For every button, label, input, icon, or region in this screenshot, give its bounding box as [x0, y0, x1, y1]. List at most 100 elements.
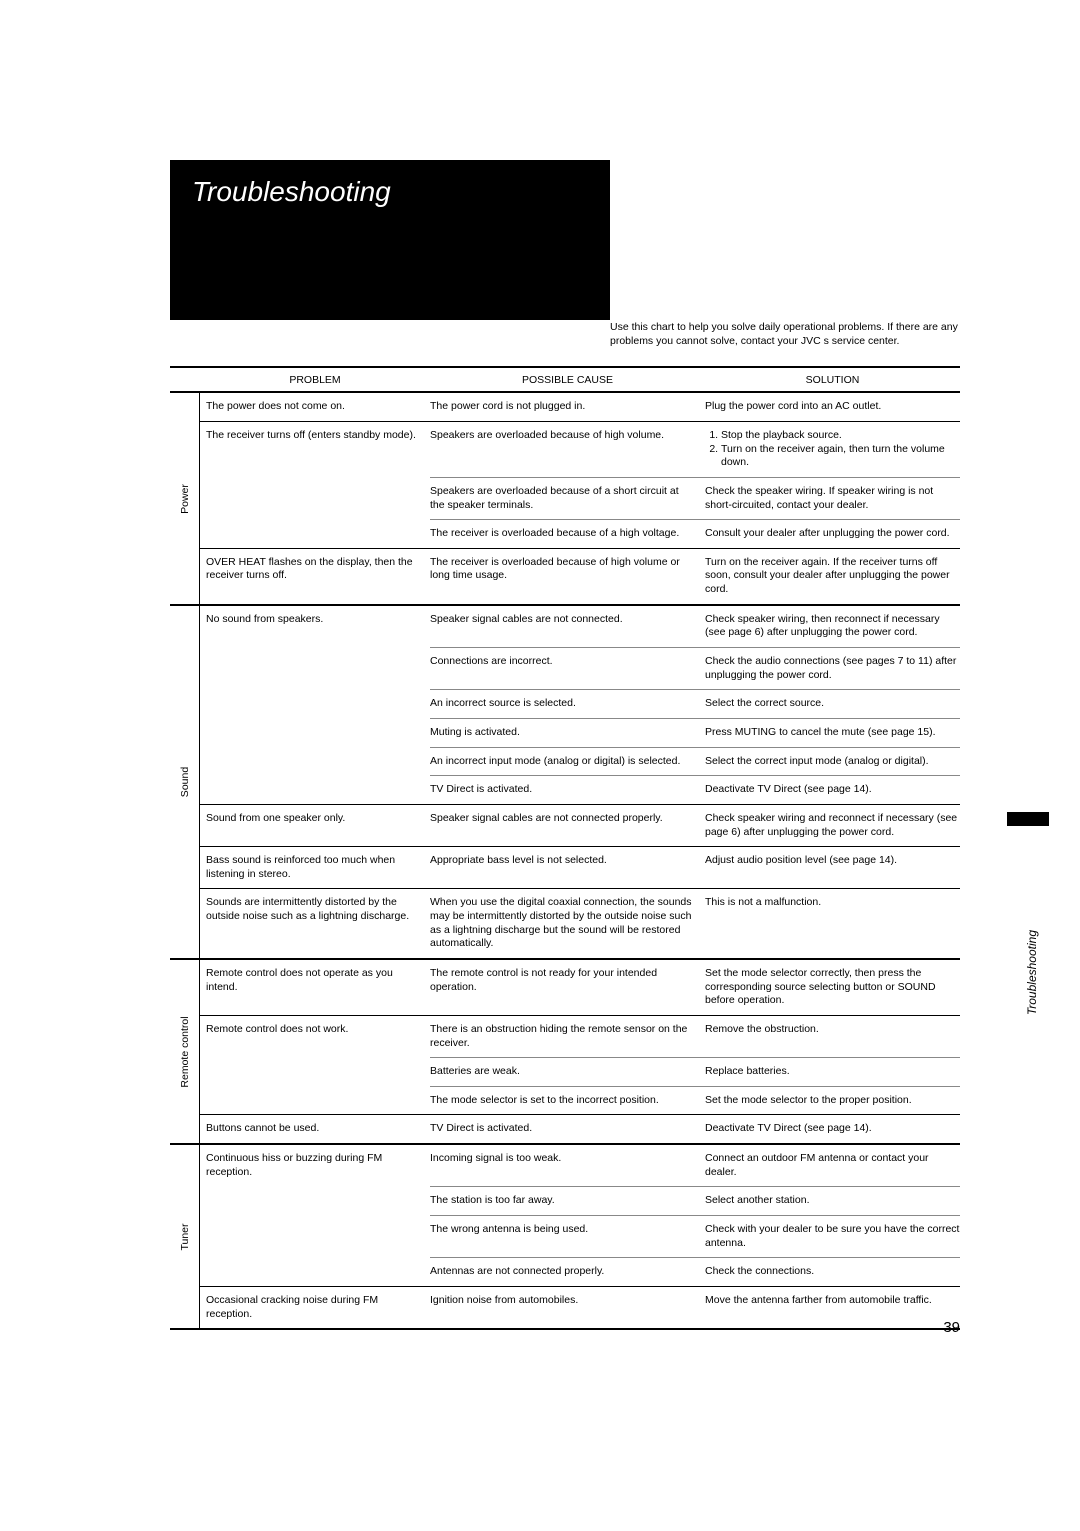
solution-cell: Adjust audio position level (see page 14… — [705, 847, 960, 875]
section-label: Power — [170, 393, 200, 603]
side-tab-marker — [1007, 812, 1049, 826]
cause-cell: Connections are incorrect. — [430, 648, 705, 689]
solution-cell: Set the mode selector correctly, then pr… — [705, 960, 960, 1015]
cause-row: The mode selector is set to the incorrec… — [430, 1087, 960, 1115]
cause-cell: The receiver is overloaded because of a … — [430, 520, 705, 548]
header-cause: POSSIBLE CAUSE — [430, 374, 705, 386]
solution-cell: Check speaker wiring and reconnect if ne… — [705, 805, 960, 846]
cause-row: Speakers are overloaded because of high … — [430, 422, 960, 478]
problem-cell: Remote control does not work. — [200, 1016, 430, 1115]
section-body: The power does not come on.The power cor… — [200, 393, 960, 603]
solution-cell: Select the correct source. — [705, 690, 960, 718]
solution-cell: Remove the obstruction. — [705, 1016, 960, 1057]
cause-cell: TV Direct is activated. — [430, 776, 705, 804]
solution-cell: Select the correct input mode (analog or… — [705, 748, 960, 776]
problem-cell: The power does not come on. — [200, 393, 430, 421]
cause-cell: Speakers are overloaded because of a sho… — [430, 478, 705, 519]
problem-cell: Remote control does not operate as you i… — [200, 960, 430, 1015]
cause-cell: The station is too far away. — [430, 1187, 705, 1215]
cause-cell: Ignition noise from automobiles. — [430, 1287, 705, 1315]
cause-cell: When you use the digital coaxial connect… — [430, 889, 705, 958]
table-section: Tuner Continuous hiss or buzzing during F… — [170, 1145, 960, 1328]
page-title: Troubleshooting — [192, 176, 391, 207]
cause-row: Appropriate bass level is not selected.A… — [430, 847, 960, 875]
table-row: Sound from one speaker only.Speaker sign… — [200, 805, 960, 847]
cause-row: TV Direct is activated.Deactivate TV Dir… — [430, 776, 960, 804]
table-row: OVER HEAT flashes on the display, then t… — [200, 549, 960, 604]
cause-row: The receiver is overloaded because of a … — [430, 520, 960, 548]
table-header-row: PROBLEM POSSIBLE CAUSE SOLUTION — [170, 368, 960, 393]
cause-cell: The power cord is not plugged in. — [430, 393, 705, 421]
page-number: 39 — [943, 1319, 960, 1336]
section-body: No sound from speakers.Speaker signal ca… — [200, 606, 960, 958]
causes-group: The remote control is not ready for your… — [430, 960, 960, 1015]
cause-cell: There is an obstruction hiding the remot… — [430, 1016, 705, 1057]
cause-row: Speaker signal cables are not connected … — [430, 805, 960, 846]
cause-row: Batteries are weak.Replace batteries. — [430, 1058, 960, 1087]
cause-row: There is an obstruction hiding the remot… — [430, 1016, 960, 1058]
cause-row: The wrong antenna is being used.Check wi… — [430, 1216, 960, 1258]
problem-cell: Continuous hiss or buzzing during FM rec… — [200, 1145, 430, 1286]
cause-cell: The remote control is not ready for your… — [430, 960, 705, 1015]
cause-cell: TV Direct is activated. — [430, 1115, 705, 1143]
solution-cell: Check the connections. — [705, 1258, 960, 1286]
cause-row: The station is too far away.Select anoth… — [430, 1187, 960, 1216]
solution-cell: Consult your dealer after unplugging the… — [705, 520, 960, 548]
cause-row: The receiver is overloaded because of hi… — [430, 549, 960, 604]
solution-cell: This is not a malfunction. — [705, 889, 960, 958]
table-row: Bass sound is reinforced too much when l… — [200, 847, 960, 889]
cause-row: Connections are incorrect.Check the audi… — [430, 648, 960, 690]
causes-group: Appropriate bass level is not selected.A… — [430, 847, 960, 888]
troubleshooting-table: PROBLEM POSSIBLE CAUSE SOLUTION PowerThe… — [170, 366, 960, 1330]
cause-row: Incoming signal is too weak.Connect an o… — [430, 1145, 960, 1187]
table-section: Remote controlRemote control does not op… — [170, 960, 960, 1145]
table-row: Occasional cracking noise during FM rece… — [200, 1287, 960, 1328]
solution-cell: Check with your dealer to be sure you ha… — [705, 1216, 960, 1257]
causes-group: The receiver is overloaded because of hi… — [430, 549, 960, 604]
cause-cell: Muting is activated. — [430, 719, 705, 747]
header-problem: PROBLEM — [200, 374, 430, 386]
table-section: SoundNo sound from speakers.Speaker sign… — [170, 606, 960, 960]
cause-row: Antennas are not connected properly.Chec… — [430, 1258, 960, 1286]
problem-cell: Occasional cracking noise during FM rece… — [200, 1287, 430, 1328]
cause-cell: The wrong antenna is being used. — [430, 1216, 705, 1257]
table-row: Buttons cannot be used.TV Direct is acti… — [200, 1115, 960, 1143]
intro-paragraph: Use this chart to help you solve daily o… — [610, 320, 960, 348]
causes-group: When you use the digital coaxial connect… — [430, 889, 960, 958]
table-row: Remote control does not operate as you i… — [200, 960, 960, 1016]
problem-cell: OVER HEAT flashes on the display, then t… — [200, 549, 430, 604]
problem-cell: Buttons cannot be used. — [200, 1115, 430, 1143]
table-row: Continuous hiss or buzzing during FM rec… — [200, 1145, 960, 1287]
solution-cell: Select another station. — [705, 1187, 960, 1215]
cause-cell: An incorrect input mode (analog or digit… — [430, 748, 705, 776]
header-solution: SOLUTION — [705, 374, 960, 386]
problem-cell: Sound from one speaker only. — [200, 805, 430, 846]
solution-cell: Connect an outdoor FM antenna or contact… — [705, 1145, 960, 1186]
causes-group: Speaker signal cables are not connected.… — [430, 606, 960, 804]
cause-cell: Speaker signal cables are not connected. — [430, 606, 705, 647]
page-title-block: Troubleshooting — [170, 160, 610, 320]
problem-cell: The receiver turns off (enters standby m… — [200, 422, 430, 548]
causes-group: Incoming signal is too weak.Connect an o… — [430, 1145, 960, 1286]
cause-cell: Appropriate bass level is not selected. — [430, 847, 705, 875]
cause-cell: Antennas are not connected properly. — [430, 1258, 705, 1286]
solution-cell: Deactivate TV Direct (see page 14). — [705, 776, 960, 804]
cause-cell: The receiver is overloaded because of hi… — [430, 549, 705, 604]
side-tab-label: Troubleshooting — [1025, 930, 1039, 1015]
table-row: The power does not come on.The power cor… — [200, 393, 960, 422]
cause-row: Speaker signal cables are not connected.… — [430, 606, 960, 648]
problem-cell: No sound from speakers. — [200, 606, 430, 804]
cause-row: Speakers are overloaded because of a sho… — [430, 478, 960, 520]
cause-cell: Batteries are weak. — [430, 1058, 705, 1086]
cause-row: The remote control is not ready for your… — [430, 960, 960, 1015]
causes-group: The power cord is not plugged in.Plug th… — [430, 393, 960, 421]
cause-row: An incorrect source is selected.Select t… — [430, 690, 960, 719]
section-label-text: Tuner — [179, 1223, 191, 1250]
section-label: Remote control — [170, 960, 200, 1143]
cause-row: An incorrect input mode (analog or digit… — [430, 748, 960, 777]
solution-cell: Check the audio connections (see pages 7… — [705, 648, 960, 689]
solution-cell: Turn on the receiver again. If the recei… — [705, 549, 960, 604]
solution-cell: Deactivate TV Direct (see page 14). — [705, 1115, 960, 1143]
cause-row: The power cord is not plugged in.Plug th… — [430, 393, 960, 421]
solution-cell: Set the mode selector to the proper posi… — [705, 1087, 960, 1115]
